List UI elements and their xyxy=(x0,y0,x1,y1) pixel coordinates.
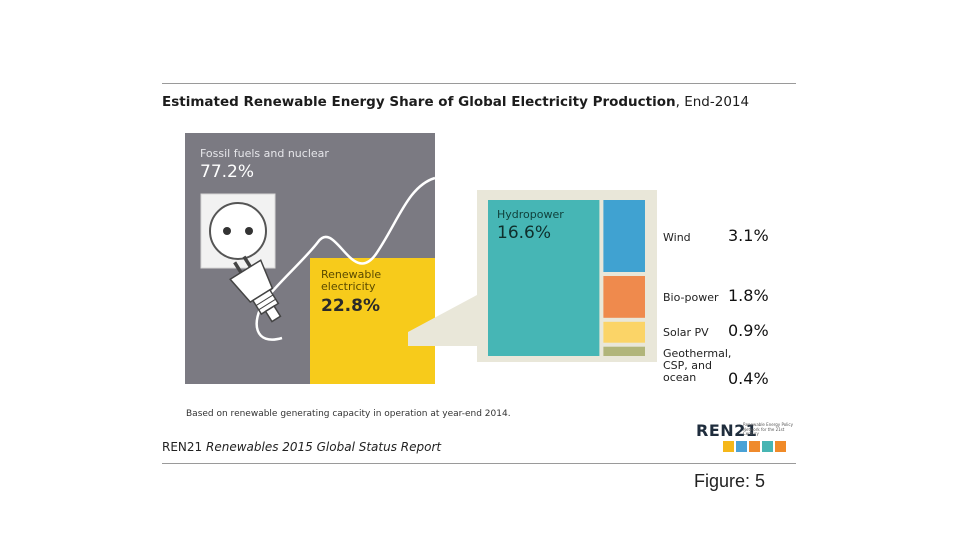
hydropower-value: 16.6% xyxy=(497,223,552,243)
logo-tiles xyxy=(723,441,786,452)
ren21-logo: REN21 Renewable Energy Policy Network fo… xyxy=(696,421,796,455)
source-report: Renewables 2015 Global Status Report xyxy=(206,440,442,454)
cable xyxy=(255,176,436,341)
legend-value-geothermal: 0.4% xyxy=(728,369,769,388)
legend-label-geothermal: Geothermal, CSP, and ocean xyxy=(663,347,732,384)
source-org: REN21 xyxy=(162,440,203,454)
legend-label-wind: Wind xyxy=(663,231,691,244)
chart-title-suffix: , End-2014 xyxy=(675,94,750,110)
fossil-value: 77.2% xyxy=(200,162,255,182)
fossil-label: Fossil fuels and nuclear xyxy=(200,147,329,160)
renewable-block xyxy=(310,258,435,384)
socket-hole-right xyxy=(245,227,253,235)
renewable-value: 22.8% xyxy=(321,296,380,316)
logo-tile-1 xyxy=(736,441,747,452)
logo-tagline: Renewable Energy Policy Network for the … xyxy=(743,422,793,436)
callout-wedge xyxy=(408,295,477,346)
legend-value-biopower: 1.8% xyxy=(728,286,769,305)
legend-value-solar: 0.9% xyxy=(728,321,769,340)
legend-label-solar: Solar PV xyxy=(663,326,709,339)
logo-tile-0 xyxy=(723,441,734,452)
treemap-cell-geothermal xyxy=(603,346,645,356)
treemap-cell-hydropower xyxy=(488,200,600,356)
socket-hole-left xyxy=(223,227,231,235)
socket-face-icon xyxy=(209,202,267,260)
bottom-rule xyxy=(162,463,796,464)
renewable-label: Renewable electricity xyxy=(321,268,382,293)
treemap-cell-solar xyxy=(603,321,645,343)
top-rule xyxy=(162,83,796,84)
plug-icon xyxy=(229,255,282,323)
chart-title: Estimated Renewable Energy Share of Glob… xyxy=(162,94,749,110)
figure-label: Figure: 5 xyxy=(694,471,766,491)
logo-tile-3 xyxy=(762,441,773,452)
treemap-cell-wind xyxy=(603,200,645,272)
chart-note: Based on renewable generating capacity i… xyxy=(186,409,511,419)
legend-label-biopower: Bio-power xyxy=(663,291,719,304)
logo-tile-2 xyxy=(749,441,760,452)
source-line: REN21 Renewables 2015 Global Status Repo… xyxy=(162,440,441,454)
chart-title-main: Estimated Renewable Energy Share of Glob… xyxy=(162,94,676,110)
treemap-cell-biopower xyxy=(603,276,645,318)
legend-value-wind: 3.1% xyxy=(728,226,769,245)
logo-tile-4 xyxy=(775,441,786,452)
hydropower-label: Hydropower xyxy=(497,208,564,221)
logo-wordmark: REN21 xyxy=(696,421,758,440)
